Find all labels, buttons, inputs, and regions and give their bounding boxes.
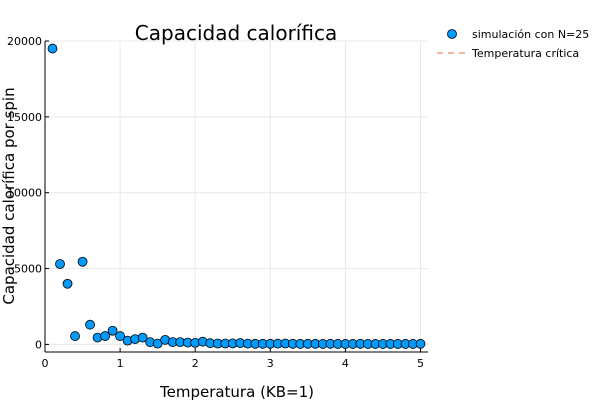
- y-tick-label: 0: [35, 338, 42, 351]
- data-point: [47, 43, 58, 54]
- legend-label-simulation: simulación con N=25: [472, 28, 589, 41]
- legend: simulación con N=25 Temperatura crítica: [437, 28, 589, 60]
- x-axis-label: Temperatura (KB=1): [159, 383, 314, 400]
- y-tick-labels: 0 5000 10000 15000 20000: [7, 35, 42, 351]
- data-point: [107, 325, 118, 336]
- x-tick-label: 5: [417, 357, 424, 370]
- data-point: [77, 256, 88, 267]
- x-tick-label: 3: [267, 357, 274, 370]
- x-tick-label: 2: [192, 357, 199, 370]
- data-point: [100, 331, 110, 341]
- y-axis-label: Capacidad calorífica por spin: [0, 87, 18, 304]
- legend-label-critical-temperature: Temperatura crítica: [471, 47, 579, 60]
- axes: [44, 40, 428, 353]
- y-tick-label: 10000: [7, 187, 42, 200]
- data-point: [85, 319, 95, 330]
- data-point: [415, 338, 426, 349]
- x-tick-label: 1: [117, 357, 124, 370]
- x-tick-label: 4: [342, 357, 349, 370]
- data-point: [55, 259, 65, 269]
- data-point: [62, 278, 73, 289]
- data-points: [47, 43, 426, 349]
- chart-title: Capacidad calorífica: [135, 21, 337, 45]
- y-tick-label: 15000: [7, 111, 42, 124]
- legend-marker-simulation: [447, 29, 457, 39]
- x-tick-label: 0: [42, 357, 49, 370]
- data-point: [115, 331, 125, 341]
- data-point: [70, 331, 80, 341]
- y-tick-label: 20000: [7, 35, 42, 48]
- y-tick-label: 5000: [14, 263, 42, 276]
- x-tick-labels: 0 1 2 3 4 5: [42, 357, 424, 370]
- grid-lines: [44, 40, 428, 352]
- data-point: [137, 332, 148, 343]
